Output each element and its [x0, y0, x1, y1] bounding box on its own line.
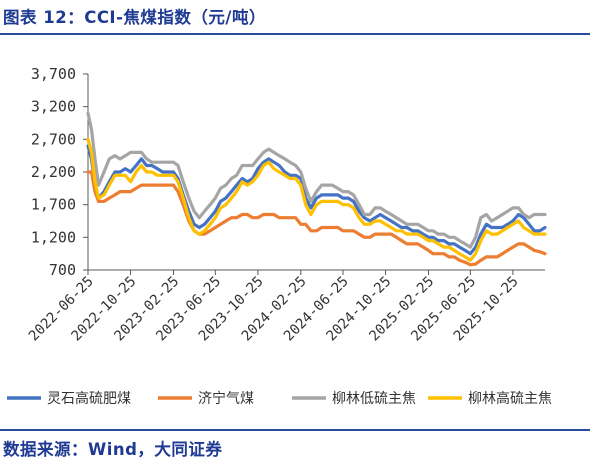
series-line-3	[86, 111, 547, 249]
legend-label-3: 柳林低硫主焦	[332, 390, 416, 407]
series-line-1	[86, 144, 547, 256]
y-tick-label: 3,700	[31, 65, 76, 83]
legend-label-1: 灵石高硫肥煤	[47, 390, 131, 407]
top-divider	[0, 33, 590, 35]
y-tick-label: 2,700	[31, 130, 76, 148]
y-tick-label: 2,200	[31, 163, 76, 181]
y-tick-label: 1,700	[31, 196, 76, 214]
legend-label-2: 济宁气煤	[198, 390, 254, 407]
legend-label-4: 柳林高硫主焦	[468, 390, 552, 407]
bottom-divider	[0, 429, 590, 431]
y-tick-label: 700	[49, 261, 76, 279]
page-title: 图表 12：CCI-焦煤指数（元/吨）	[3, 8, 266, 27]
source-note: 数据来源：Wind，大同证券	[3, 440, 223, 459]
y-tick-label: 1,200	[31, 228, 76, 246]
series-line-4	[86, 137, 547, 262]
y-tick-label: 3,200	[31, 98, 76, 116]
series-line-2	[86, 170, 547, 267]
